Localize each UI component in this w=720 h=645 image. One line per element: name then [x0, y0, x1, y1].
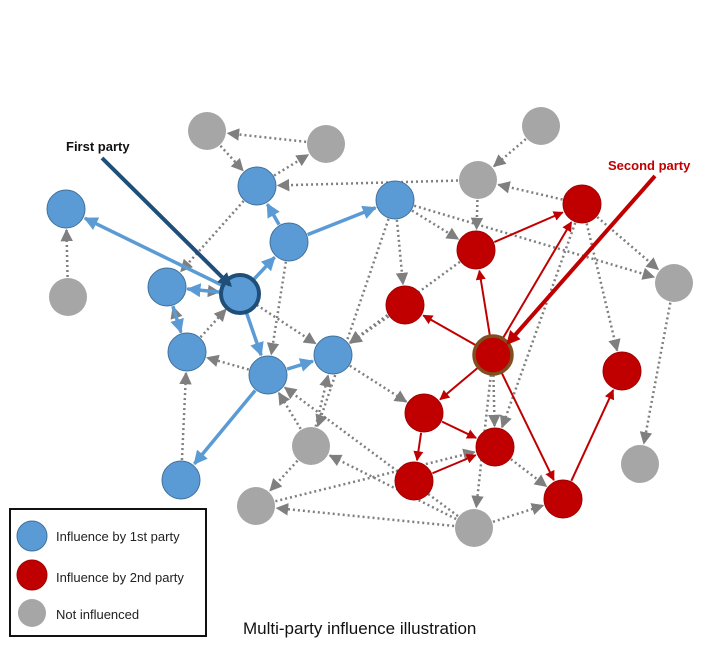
gray-edge-b1-b4 [180, 200, 245, 273]
gray-edge-b1-g2 [273, 153, 310, 177]
gray-node-g7 [292, 427, 330, 465]
gray-edge-r1-g5 [497, 181, 563, 201]
gray-edge-g9-g8 [275, 503, 455, 528]
blue-node-b9 [375, 180, 415, 220]
gray-edge-r3-b8 [349, 315, 390, 345]
blue-node-b10 [161, 460, 201, 500]
red-node-r6 [404, 393, 444, 433]
red-edge-r6-r8 [413, 432, 424, 462]
blue-node-b7 [248, 355, 288, 395]
blue-node-b2 [46, 189, 86, 229]
red-node-r7 [475, 427, 515, 467]
gray-edge-g7-g8 [269, 459, 299, 492]
legend-first-label: Influence by 1st party [56, 529, 180, 544]
gray-edge-g7-b8 [314, 374, 332, 427]
legend: Influence by 1st party Influence by 2nd … [9, 508, 207, 637]
red-edge-r4-r9 [500, 372, 555, 482]
gray-edge-r4-r7 [488, 374, 501, 428]
blue-node-b4 [147, 267, 187, 307]
red-node-r8 [394, 461, 434, 501]
blue-node-b8 [313, 335, 353, 375]
edges-layer [60, 128, 672, 528]
nodes-layer [46, 107, 693, 547]
gray-edge-r7-r9 [510, 458, 548, 488]
red-edge-r8-r7 [432, 454, 477, 475]
gray-node-g9 [455, 509, 493, 547]
red-node-r2 [456, 230, 496, 270]
red-node-r5 [602, 351, 642, 391]
gray-edge-b5-b8 [256, 303, 317, 345]
legend-second-label: Influence by 2nd party [56, 570, 184, 585]
first-party-label: First party [66, 139, 130, 154]
gray-edge-b9-r3 [395, 219, 409, 286]
blue-edge-b7-b8 [286, 358, 315, 372]
legend-gray-swatch [18, 599, 46, 627]
gray-edge-g9-g7 [328, 454, 457, 521]
blue-node-b1 [237, 166, 277, 206]
red-edge-r4-r6 [439, 367, 479, 401]
blue-edge-b7-b10 [193, 389, 257, 465]
gray-edge-b3-b7 [266, 261, 288, 356]
gray-edge-g9-b7 [283, 386, 459, 518]
blue-edge-b5-b7 [244, 312, 264, 357]
gray-edge-r1-r7 [499, 222, 577, 429]
diagram-caption: Multi-party influence illustration [243, 619, 476, 638]
blue-edge-b5-b2 [83, 216, 223, 287]
gray-edge-b9-g6 [413, 204, 656, 280]
gray-node-g10 [621, 445, 659, 483]
legend-red-swatch [16, 559, 48, 591]
gray-edge-r1-g6 [596, 216, 660, 271]
gray-edge-g6-g10 [639, 302, 672, 445]
gray-node-g2 [307, 125, 345, 163]
blue-edge-b3-b1 [265, 203, 281, 226]
second-party-label: Second party [608, 158, 691, 173]
gray-edge-b9-r2 [411, 209, 460, 241]
blue-node-b6 [167, 332, 207, 372]
red-node-r1 [562, 184, 602, 224]
gray-edge-r1-r5 [585, 223, 621, 352]
red-node-r9 [543, 479, 583, 519]
gray-node-g6 [655, 264, 693, 302]
gray-node-g1 [188, 112, 226, 150]
gray-node-g4 [522, 107, 560, 145]
legend-none-label: Not influenced [56, 607, 139, 622]
legend-blue-swatch [16, 520, 48, 552]
red-edge-r9-r5 [570, 389, 615, 482]
gray-edge-b9-g7 [315, 218, 390, 428]
gray-node-g3 [49, 278, 87, 316]
blue-edge-b5-b3 [252, 256, 276, 281]
gray-edge-g2-g1 [226, 128, 307, 144]
red-edge-r6-r7 [441, 420, 477, 439]
gray-edge-g7-b7 [277, 391, 302, 430]
gray-edge-g4-g5 [492, 138, 527, 168]
red-edge-r2-r1 [493, 211, 564, 243]
gray-node-g5 [459, 161, 497, 199]
gray-edge-g8-r7 [275, 448, 476, 503]
gray-edge-g1-b1 [219, 144, 244, 172]
gray-edge-b6-b5 [199, 308, 227, 339]
red-edge-r4-r2 [475, 269, 491, 336]
first-party-pointer-arrow [100, 156, 232, 287]
gray-edge-b10-b6 [179, 371, 192, 461]
gray-edge-b8-r6 [349, 364, 408, 403]
gray-node-g8 [237, 487, 275, 525]
red-node-r3 [385, 285, 425, 325]
blue-edge-b3-b9 [306, 205, 377, 237]
gray-edge-g3-b2 [60, 228, 73, 278]
gray-edge-g9-r9 [492, 503, 545, 523]
gray-edge-g5-b1 [276, 178, 459, 192]
red-edge-r4-r1 [502, 221, 573, 339]
blue-edge-b4-b6 [170, 305, 184, 334]
red-node-r4 [472, 334, 514, 376]
blue-node-b3 [269, 222, 309, 262]
gray-edge-b7-b6 [205, 354, 250, 371]
second-party-pointer-arrow [506, 174, 657, 346]
red-edge-r4-r3 [422, 314, 477, 346]
blue-edge-b5-b4 [186, 283, 221, 298]
